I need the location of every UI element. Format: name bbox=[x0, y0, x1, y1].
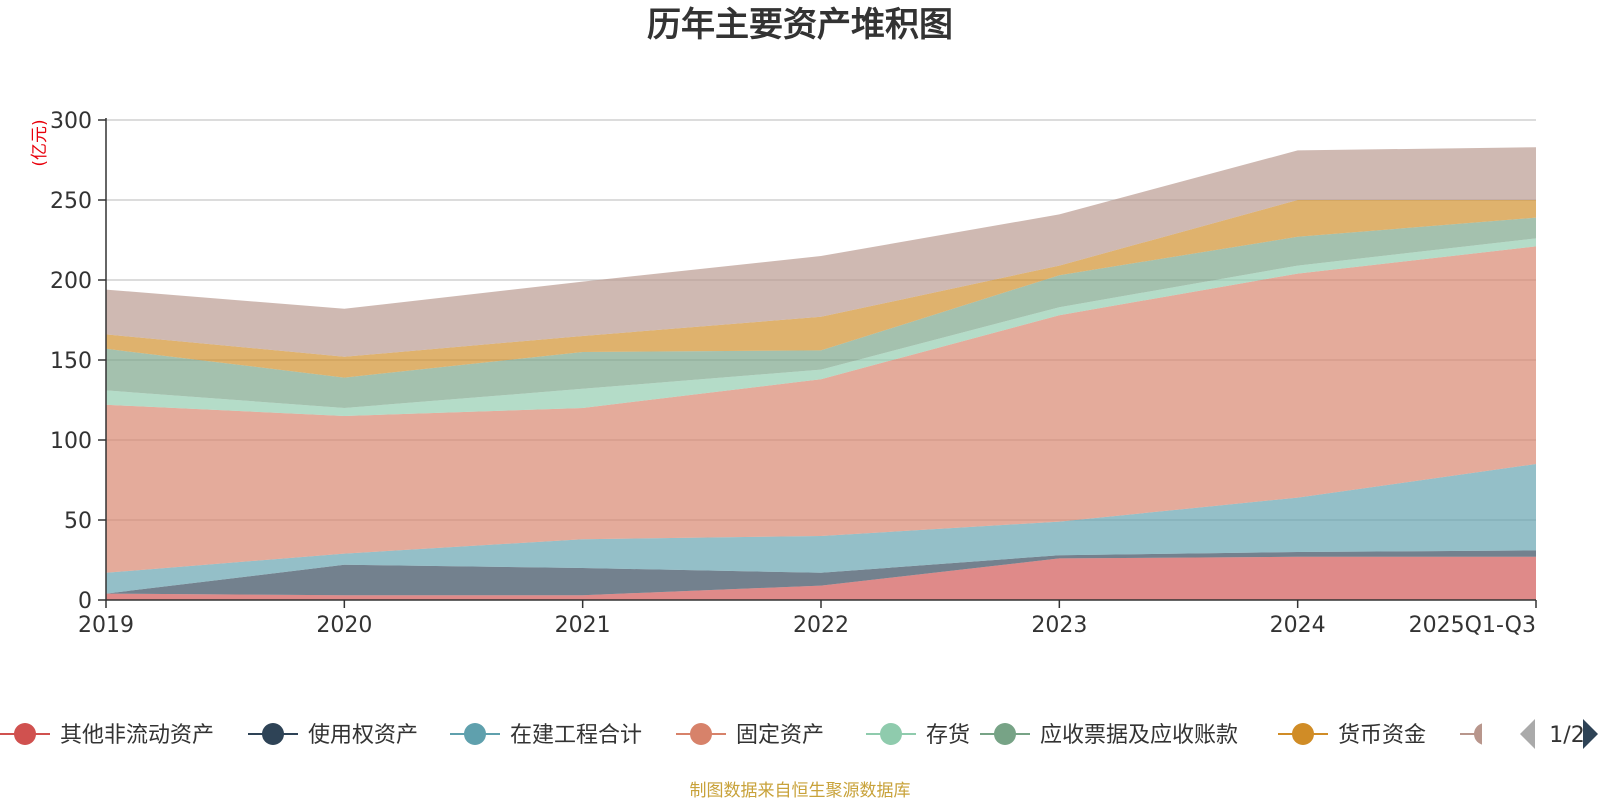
legend-marker bbox=[994, 723, 1016, 745]
y-tick-label: 50 bbox=[64, 509, 92, 534]
legend[interactable]: 其他非流动资产 使用权资产 在建工程合计 固定资产 存货 应收票据及应收账款 货币资金 1/2 bbox=[0, 719, 1598, 749]
x-tick-label: 2023 bbox=[1031, 613, 1087, 638]
y-tick-label: 150 bbox=[50, 349, 92, 374]
legend-label: 其他非流动资产 bbox=[60, 723, 214, 748]
legend-item[interactable]: 货币资金 bbox=[1278, 723, 1426, 748]
y-tick-label: 0 bbox=[78, 589, 92, 614]
source-note: 制图数据来自恒生聚源数据库 bbox=[690, 781, 911, 800]
legend-marker bbox=[880, 723, 902, 745]
legend-item[interactable]: 应收票据及应收账款 bbox=[980, 723, 1238, 748]
legend-marker bbox=[1292, 723, 1314, 745]
area-其他 bbox=[106, 147, 1536, 357]
legend-label: 固定资产 bbox=[736, 723, 824, 748]
area-应收票据及应收账款 bbox=[106, 217, 1536, 408]
axes: 2019 2020 2021 2022 2023 2024 2025Q1-Q3 bbox=[78, 118, 1537, 638]
legend-marker bbox=[1474, 723, 1482, 745]
legend-marker bbox=[690, 723, 712, 745]
legend-item[interactable]: 其他非流动资产 bbox=[0, 723, 214, 748]
legend-item[interactable]: 在建工程合计 bbox=[450, 723, 642, 748]
legend-page-indicator: 1/2 bbox=[1549, 723, 1584, 748]
x-tick-label: 2024 bbox=[1270, 613, 1326, 638]
area-使用权资产 bbox=[106, 550, 1536, 596]
area-货币资金 bbox=[106, 200, 1536, 378]
legend-item[interactable]: 固定资产 bbox=[676, 723, 824, 748]
y-tick-label: 300 bbox=[50, 109, 92, 134]
area-series bbox=[106, 147, 1536, 600]
legend-label: 使用权资产 bbox=[308, 723, 418, 748]
legend-marker bbox=[262, 723, 284, 745]
legend-label: 存货 bbox=[926, 723, 970, 748]
x-tick-label: 2019 bbox=[78, 613, 134, 638]
legend-item[interactable]: 存货 bbox=[866, 723, 970, 748]
chart-title: 历年主要资产堆积图 bbox=[647, 5, 953, 45]
y-tick-label: 250 bbox=[50, 189, 92, 214]
y-tick-label: 200 bbox=[50, 269, 92, 294]
legend-prev-page-icon[interactable] bbox=[1520, 719, 1535, 749]
x-tick-label: 2025Q1-Q3 bbox=[1409, 613, 1536, 638]
x-tick-label: 2022 bbox=[793, 613, 849, 638]
area-存货 bbox=[106, 238, 1536, 416]
x-tick-label: 2021 bbox=[555, 613, 611, 638]
y-tick-label: 100 bbox=[50, 429, 92, 454]
legend-marker bbox=[464, 723, 486, 745]
legend-item-partial[interactable] bbox=[1460, 723, 1510, 745]
legend-item[interactable]: 使用权资产 bbox=[248, 723, 418, 748]
legend-label: 在建工程合计 bbox=[510, 723, 642, 748]
area-在建工程合计 bbox=[106, 464, 1536, 594]
legend-label: 货币资金 bbox=[1338, 723, 1426, 748]
y-axis-unit: (亿元) bbox=[30, 119, 50, 166]
legend-marker bbox=[14, 723, 36, 745]
legend-next-page-icon[interactable] bbox=[1583, 719, 1598, 749]
area-其他非流动资产 bbox=[106, 556, 1536, 600]
legend-label: 应收票据及应收账款 bbox=[1040, 723, 1238, 748]
area-固定资产 bbox=[106, 246, 1536, 573]
x-tick-label: 2020 bbox=[316, 613, 372, 638]
